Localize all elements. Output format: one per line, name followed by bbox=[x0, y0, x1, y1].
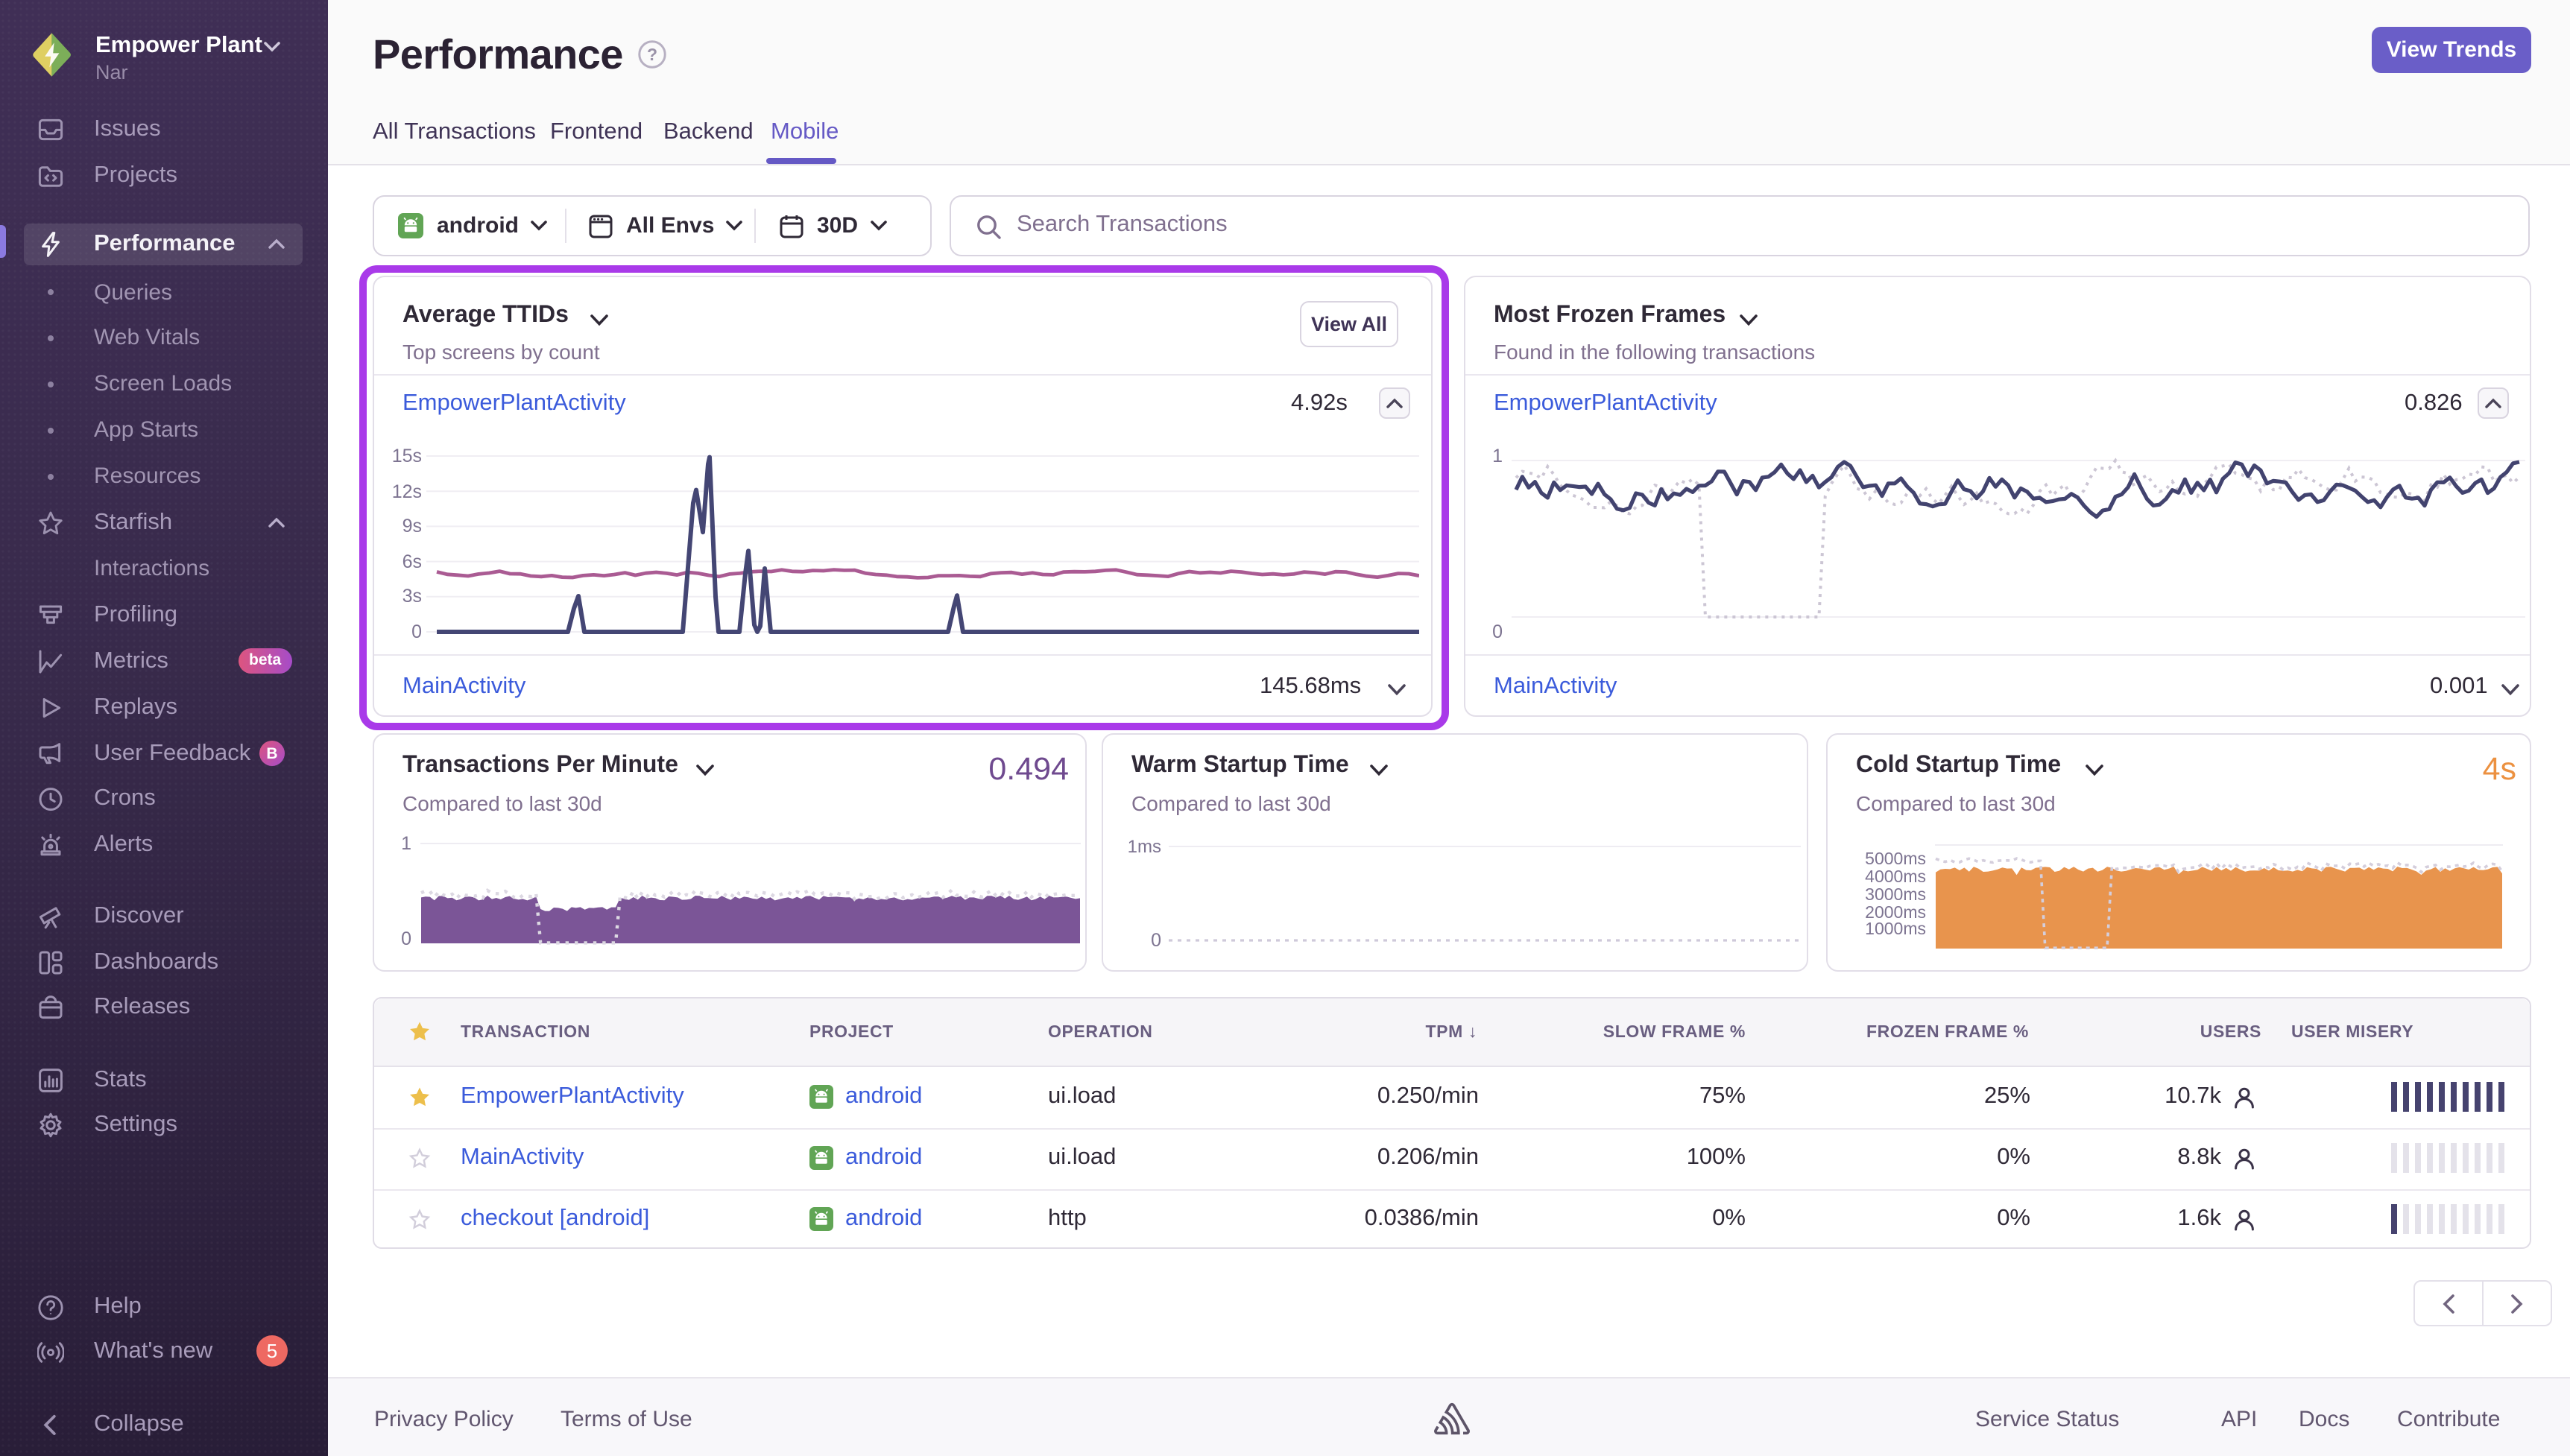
svg-text:?: ? bbox=[647, 45, 657, 64]
